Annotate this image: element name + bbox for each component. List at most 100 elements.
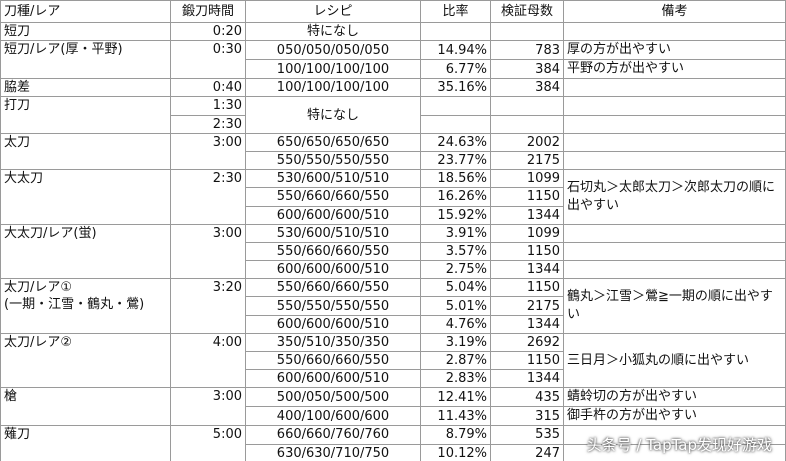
note-cell xyxy=(563,21,786,42)
header-cell: レシピ xyxy=(245,0,421,23)
rate-cell: 23.77% xyxy=(420,150,491,171)
table-row: 短刀/レア(厚・平野) 0:30 050/050/050/050 14.94% 783 厚… xyxy=(0,40,786,80)
recipe-cell: 100/100/100/100 xyxy=(245,59,421,80)
rate-cell: 12.41% xyxy=(420,387,491,408)
type-cell: 槍 xyxy=(0,387,171,427)
rate-cell: 18.56% xyxy=(420,169,491,189)
count-cell: 1150 xyxy=(490,350,564,371)
rate-cell: 15.92% xyxy=(420,205,491,225)
rate-cell: 4.76% xyxy=(420,314,491,334)
type-cell: 太刀 xyxy=(0,132,171,171)
time-cell: 3:00 xyxy=(170,387,246,427)
table-row: 槍 3:00 500/050/500/500 12.41% 435 蜻蛉切の方が出やすい xyxy=(0,387,786,427)
type-cell: 打刀 xyxy=(0,96,171,134)
recipe-cell: 100/100/100/100 xyxy=(245,78,421,98)
rate-cell: 2.83% xyxy=(420,369,491,389)
table-row: 薙刀 5:00 660/660/760/760 8.79% 535 xyxy=(0,425,786,461)
header-cell: 備考 xyxy=(563,0,786,23)
count-cell: 2175 xyxy=(490,150,564,171)
type-cell: 太刀/レア② xyxy=(0,332,171,389)
rate-cell: 6.77% xyxy=(420,59,491,80)
rate-cell: 24.63% xyxy=(420,132,491,152)
rate-cell: 3.57% xyxy=(420,241,491,262)
rate-cell: 5.01% xyxy=(420,296,491,316)
recipe-cell: 530/600/510/510 xyxy=(245,169,421,189)
recipe-cell: 650/650/650/650 xyxy=(245,132,421,152)
count-cell: 1099 xyxy=(490,169,564,189)
recipe-cell: 特になし xyxy=(245,96,421,134)
type-cell: 薙刀 xyxy=(0,425,171,461)
note-cell xyxy=(563,150,786,171)
rate-cell: 35.16% xyxy=(420,78,491,98)
type-cell: 短刀 xyxy=(0,21,171,42)
rate-cell: 11.43% xyxy=(420,406,491,427)
type-label: 薙刀 xyxy=(4,427,31,443)
note-cell: 鶴丸＞江雪＞鶯≧一期の順に出やすい xyxy=(563,278,786,334)
type-label: 短刀 xyxy=(4,24,31,39)
rate-cell: 16.26% xyxy=(420,187,491,207)
rate-cell: 3.91% xyxy=(420,223,491,243)
note-cell xyxy=(563,78,786,98)
count-cell: 1344 xyxy=(490,260,564,280)
type-cell: 太刀/レア① (一期・江雪・鶴丸・鶯) xyxy=(0,278,171,334)
table-row: 大太刀/レア(蛍) 3:00 530/600/510/510 3.91% 1099 xyxy=(0,223,786,280)
table-row: 550/660/660/550 16.26% 1150 xyxy=(1,187,786,207)
time-cell: 1:30 xyxy=(170,96,246,116)
time-cell: 5:00 xyxy=(170,425,246,461)
recipe-cell: 550/660/660/550 xyxy=(245,187,421,207)
table-row: 短刀 0:20 特になし xyxy=(0,21,786,42)
table-row: 600/600/600/510 2.75% 1344 xyxy=(1,260,786,280)
table-row: 550/660/660/550 2.87% 1150 xyxy=(1,350,786,371)
count-cell: 1150 xyxy=(490,241,564,262)
note-cell xyxy=(563,425,786,445)
count-cell: 1344 xyxy=(490,369,564,389)
time-cell: 3:00 xyxy=(170,223,246,280)
header-cell: 刀種/レア xyxy=(0,0,171,23)
count-cell: 783 xyxy=(490,40,564,61)
table-body: 短刀 0:20 特になし 短刀/レア(厚・平野) 0:30 050/050/050/050… xyxy=(0,21,786,461)
count-cell: 2175 xyxy=(490,296,564,316)
table-row: 脇差 0:40 100/100/100/100 35.16% 384 xyxy=(0,78,786,98)
note-cell: 蜻蛉切の方が出やすい xyxy=(563,387,786,408)
type-label: 大太刀/レア(蛍) xyxy=(4,225,97,241)
count-cell: 1099 xyxy=(490,223,564,243)
count-cell xyxy=(490,21,564,42)
rate-cell xyxy=(420,21,491,42)
recipe-cell: 550/550/550/550 xyxy=(245,296,421,316)
recipe-cell: 550/550/550/550 xyxy=(245,150,421,171)
count-cell: 247 xyxy=(490,443,564,461)
rate-cell: 3.19% xyxy=(420,332,491,353)
type-cell: 大太刀 xyxy=(0,169,171,225)
type-label: 太刀/レア② xyxy=(4,334,73,350)
count-cell: 1344 xyxy=(490,314,564,334)
count-cell: 2692 xyxy=(490,332,564,353)
count-cell xyxy=(490,114,564,134)
note-cell xyxy=(563,443,786,461)
rate-cell: 10.12% xyxy=(420,443,491,461)
time-cell: 0:20 xyxy=(170,21,246,42)
table-row: 太刀/レア① (一期・江雪・鶴丸・鶯) 3:20 550/660/660/550 5.0… xyxy=(0,278,786,334)
type-sub-label: (一期・江雪・鶴丸・鶯) xyxy=(4,297,145,313)
recipe-cell: 630/630/710/750 xyxy=(245,443,421,461)
note-cell xyxy=(563,260,786,280)
recipe-cell: 400/100/600/600 xyxy=(245,406,421,427)
type-cell: 脇差 xyxy=(0,78,171,98)
table-row: 100/100/100/100 6.77% 384 平野の方が出やすい xyxy=(1,59,786,80)
rate-cell xyxy=(420,114,491,134)
rate-cell: 8.79% xyxy=(420,425,491,445)
recipe-cell: 500/050/500/500 xyxy=(245,387,421,408)
time-cell: 0:40 xyxy=(170,78,246,98)
type-label: 打刀 xyxy=(4,98,31,114)
count-cell: 384 xyxy=(490,78,564,98)
type-cell: 大太刀/レア(蛍) xyxy=(0,223,171,280)
count-cell: 1150 xyxy=(490,187,564,207)
count-cell: 1150 xyxy=(490,278,564,298)
type-label: 短刀/レア(厚・平野) xyxy=(4,42,123,58)
table-row: 太刀/レア② 4:00 350/510/350/350 3.19% 2692 三日月＞小狐… xyxy=(0,332,786,389)
time-cell: 2:30 xyxy=(170,114,246,134)
recipe-cell: 600/600/600/510 xyxy=(245,369,421,389)
type-label: 太刀 xyxy=(4,134,31,150)
header-row: 刀種/レア 鍛刀時間 レシピ 比率 検証母数 備考 xyxy=(0,0,786,23)
